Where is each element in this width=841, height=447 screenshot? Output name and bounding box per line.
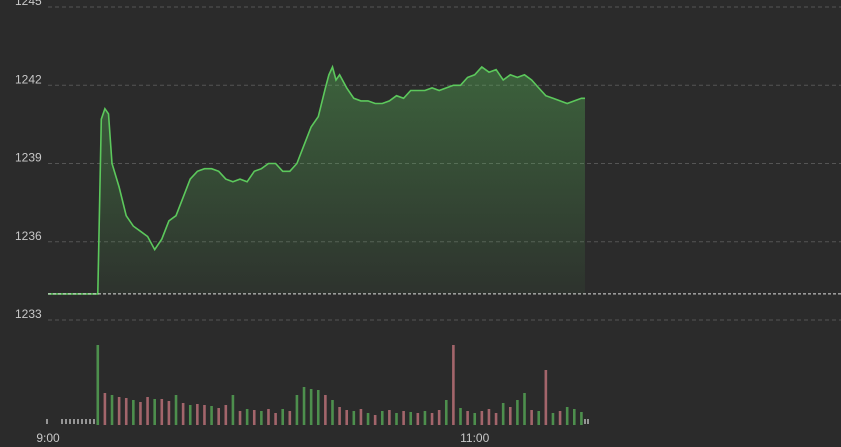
volume-bar xyxy=(430,413,434,425)
y-tick-label: 1239 xyxy=(15,151,42,165)
volume-bar xyxy=(558,411,562,425)
volume-bar xyxy=(238,411,242,425)
volume-bar xyxy=(331,400,334,425)
volume-bar xyxy=(160,399,164,425)
volume-bar xyxy=(388,410,391,425)
volume-bar xyxy=(501,403,505,425)
volume-bar xyxy=(210,406,213,425)
volume-bar xyxy=(252,410,256,425)
volume-bar xyxy=(480,411,484,425)
volume-bar xyxy=(366,413,370,425)
volume-bar xyxy=(572,409,576,425)
y-tick-label: 1233 xyxy=(15,307,42,321)
volume-bar xyxy=(316,390,320,425)
volume-bar xyxy=(124,398,128,425)
price-area xyxy=(48,67,585,294)
volume-bar xyxy=(167,401,171,425)
volume-bar xyxy=(110,395,114,425)
volume-bar xyxy=(103,393,107,425)
volume-bar xyxy=(203,405,206,425)
y-tick-label: 1245 xyxy=(15,0,42,8)
volume-bar xyxy=(373,415,377,425)
volume-bar xyxy=(260,411,263,425)
volume-bar xyxy=(580,412,583,425)
volume-bar xyxy=(537,411,541,425)
volume-bar xyxy=(139,402,142,425)
y-tick-label: 1236 xyxy=(15,229,42,243)
volume-bar xyxy=(281,409,284,425)
volume-bar xyxy=(274,413,277,425)
volume-bar xyxy=(516,400,519,425)
volume-bar xyxy=(487,409,491,425)
volume-bar xyxy=(324,395,327,425)
volume-bar xyxy=(444,400,448,425)
volume-bar xyxy=(423,411,427,425)
x-tick-label: 9:00 xyxy=(36,431,60,445)
price-line xyxy=(48,64,585,295)
volume-bar xyxy=(146,397,149,425)
volume-bar xyxy=(523,393,526,425)
volume-bar xyxy=(544,370,548,425)
volume-bar xyxy=(416,413,420,425)
volume-bar xyxy=(459,408,462,425)
volume-bar xyxy=(551,413,555,425)
y-tick-label: 1242 xyxy=(15,72,42,86)
volume-bar xyxy=(132,400,135,425)
volume-bar xyxy=(494,413,498,425)
volume-bar xyxy=(288,411,292,425)
volume-bar xyxy=(452,345,455,425)
volume-bar xyxy=(217,408,220,425)
volume-bar xyxy=(224,405,228,425)
volume-bar xyxy=(96,345,100,425)
volume-bar xyxy=(267,409,270,425)
volume-bar xyxy=(174,395,178,425)
volume-bar xyxy=(508,407,512,425)
volume-bar xyxy=(395,413,398,425)
volume-bar xyxy=(117,397,121,425)
volume-bar xyxy=(409,412,413,425)
volume-bar xyxy=(380,411,384,425)
volume-bar xyxy=(188,405,192,425)
x-tick-label: 11:00 xyxy=(460,431,489,445)
volume-bar xyxy=(196,404,199,425)
volume-bar xyxy=(231,395,235,425)
volume-bar xyxy=(181,403,185,425)
volume-bar xyxy=(309,389,313,425)
volume-bar xyxy=(437,410,441,425)
volume-bar xyxy=(473,413,477,425)
volume-bar xyxy=(565,407,569,425)
volume-bar xyxy=(245,409,249,425)
volume-bar xyxy=(295,395,299,425)
volume-bar xyxy=(345,410,349,425)
volume-bar xyxy=(352,411,356,425)
volume-bar xyxy=(153,399,156,425)
volume-bar xyxy=(359,409,363,425)
volume-bar xyxy=(466,411,469,425)
volume-bar xyxy=(530,410,533,425)
volume-bar xyxy=(402,411,405,425)
volume-bar xyxy=(302,387,306,425)
volume-bar xyxy=(338,407,341,425)
